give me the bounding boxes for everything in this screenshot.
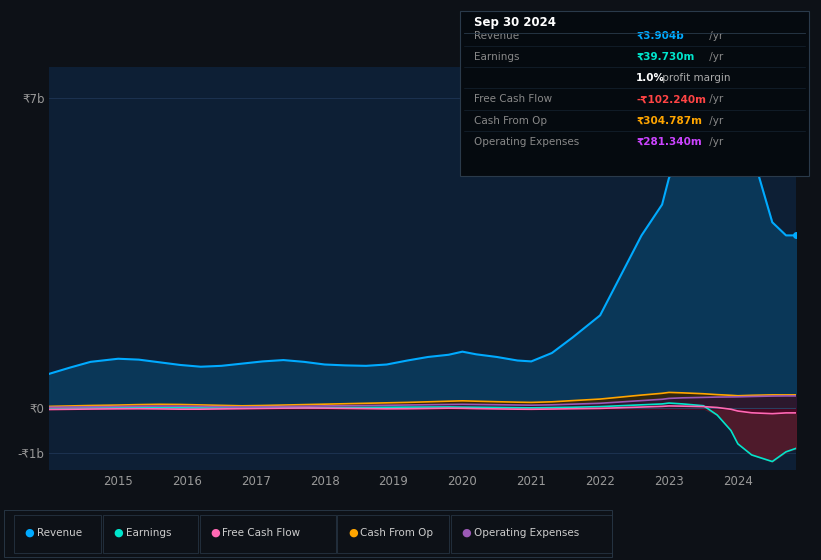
Text: Free Cash Flow: Free Cash Flow	[474, 95, 552, 105]
Text: /yr: /yr	[706, 137, 723, 147]
Text: Free Cash Flow: Free Cash Flow	[222, 528, 300, 538]
Text: /yr: /yr	[706, 116, 723, 126]
Text: ₹304.787m: ₹304.787m	[636, 116, 702, 126]
Text: /yr: /yr	[706, 52, 723, 62]
Text: /yr: /yr	[706, 95, 723, 105]
Text: Earnings: Earnings	[126, 528, 171, 538]
Text: Cash From Op: Cash From Op	[474, 116, 547, 126]
Text: ₹281.340m: ₹281.340m	[636, 137, 702, 147]
Text: ●: ●	[210, 528, 220, 538]
Text: ₹39.730m: ₹39.730m	[636, 52, 695, 62]
Text: Operating Expenses: Operating Expenses	[474, 137, 579, 147]
Text: profit margin: profit margin	[659, 73, 731, 83]
Text: ●: ●	[348, 528, 358, 538]
Text: Sep 30 2024: Sep 30 2024	[474, 16, 556, 29]
Text: ₹3.904b: ₹3.904b	[636, 31, 684, 41]
Text: /yr: /yr	[706, 31, 723, 41]
Text: Revenue: Revenue	[37, 528, 82, 538]
Text: ●: ●	[461, 528, 471, 538]
Text: -₹102.240m: -₹102.240m	[636, 95, 706, 105]
Text: Operating Expenses: Operating Expenses	[474, 528, 579, 538]
Text: ●: ●	[113, 528, 123, 538]
Text: Earnings: Earnings	[474, 52, 519, 62]
Text: Cash From Op: Cash From Op	[360, 528, 433, 538]
Text: ●: ●	[25, 528, 34, 538]
Text: Revenue: Revenue	[474, 31, 519, 41]
Text: 1.0%: 1.0%	[636, 73, 665, 83]
